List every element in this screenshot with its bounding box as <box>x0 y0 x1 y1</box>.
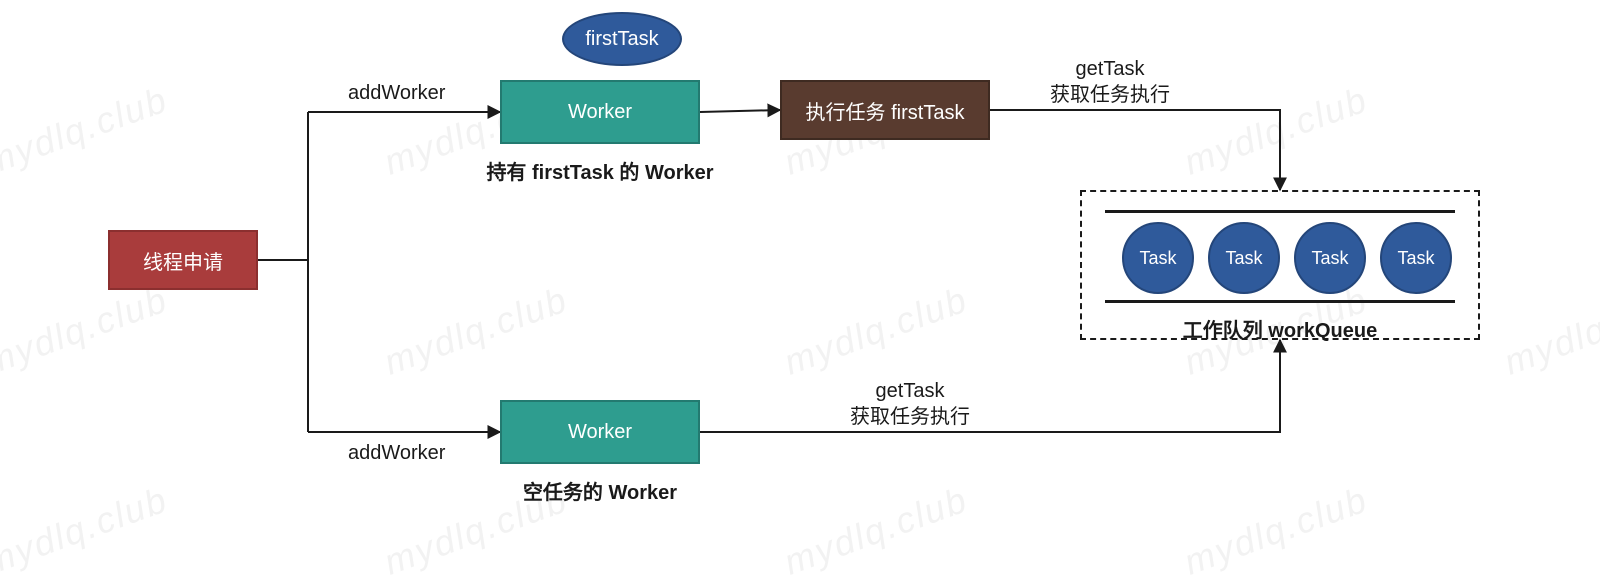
node-first-task-ellipse: firstTask <box>562 12 682 66</box>
queue-task-circle: Task <box>1208 222 1280 294</box>
node-thread-request-label: 线程申请 <box>143 246 223 275</box>
edge-label-addworker-bottom: addWorker <box>348 440 445 466</box>
caption-worker1: 持有 firstTask 的 Worker <box>480 156 720 185</box>
caption-work-queue: 工作队列 workQueue <box>1080 314 1480 343</box>
node-worker-empty: Worker <box>500 400 700 464</box>
edge-label-gettask-top-l1: getTask <box>1076 58 1145 80</box>
edge-label-gettask-bottom-l1: getTask <box>876 380 945 402</box>
edge-label-gettask-top: getTask 获取任务执行 <box>1020 56 1200 108</box>
edge-label-addworker-top: addWorker <box>348 80 445 106</box>
queue-bar-top <box>1105 210 1455 213</box>
queue-task-circle: Task <box>1122 222 1194 294</box>
node-worker2-label: Worker <box>568 421 632 444</box>
queue-task-circle: Task <box>1294 222 1366 294</box>
edge-label-gettask-bottom-l2: 获取任务执行 <box>850 406 970 428</box>
node-exec-label: 执行任务 firstTask <box>806 96 965 125</box>
node-worker-with-task: Worker <box>500 80 700 144</box>
node-worker1-label: Worker <box>568 101 632 124</box>
caption-worker2: 空任务的 Worker <box>480 476 720 505</box>
node-execute-first-task: 执行任务 firstTask <box>780 80 990 140</box>
edge-label-gettask-top-l2: 获取任务执行 <box>1050 84 1170 106</box>
queue-bar-bottom <box>1105 300 1455 303</box>
queue-task-circle: Task <box>1380 222 1452 294</box>
node-first-task-label: firstTask <box>585 28 658 51</box>
node-thread-request: 线程申请 <box>108 230 258 290</box>
edge-label-gettask-bottom: getTask 获取任务执行 <box>820 378 1000 430</box>
